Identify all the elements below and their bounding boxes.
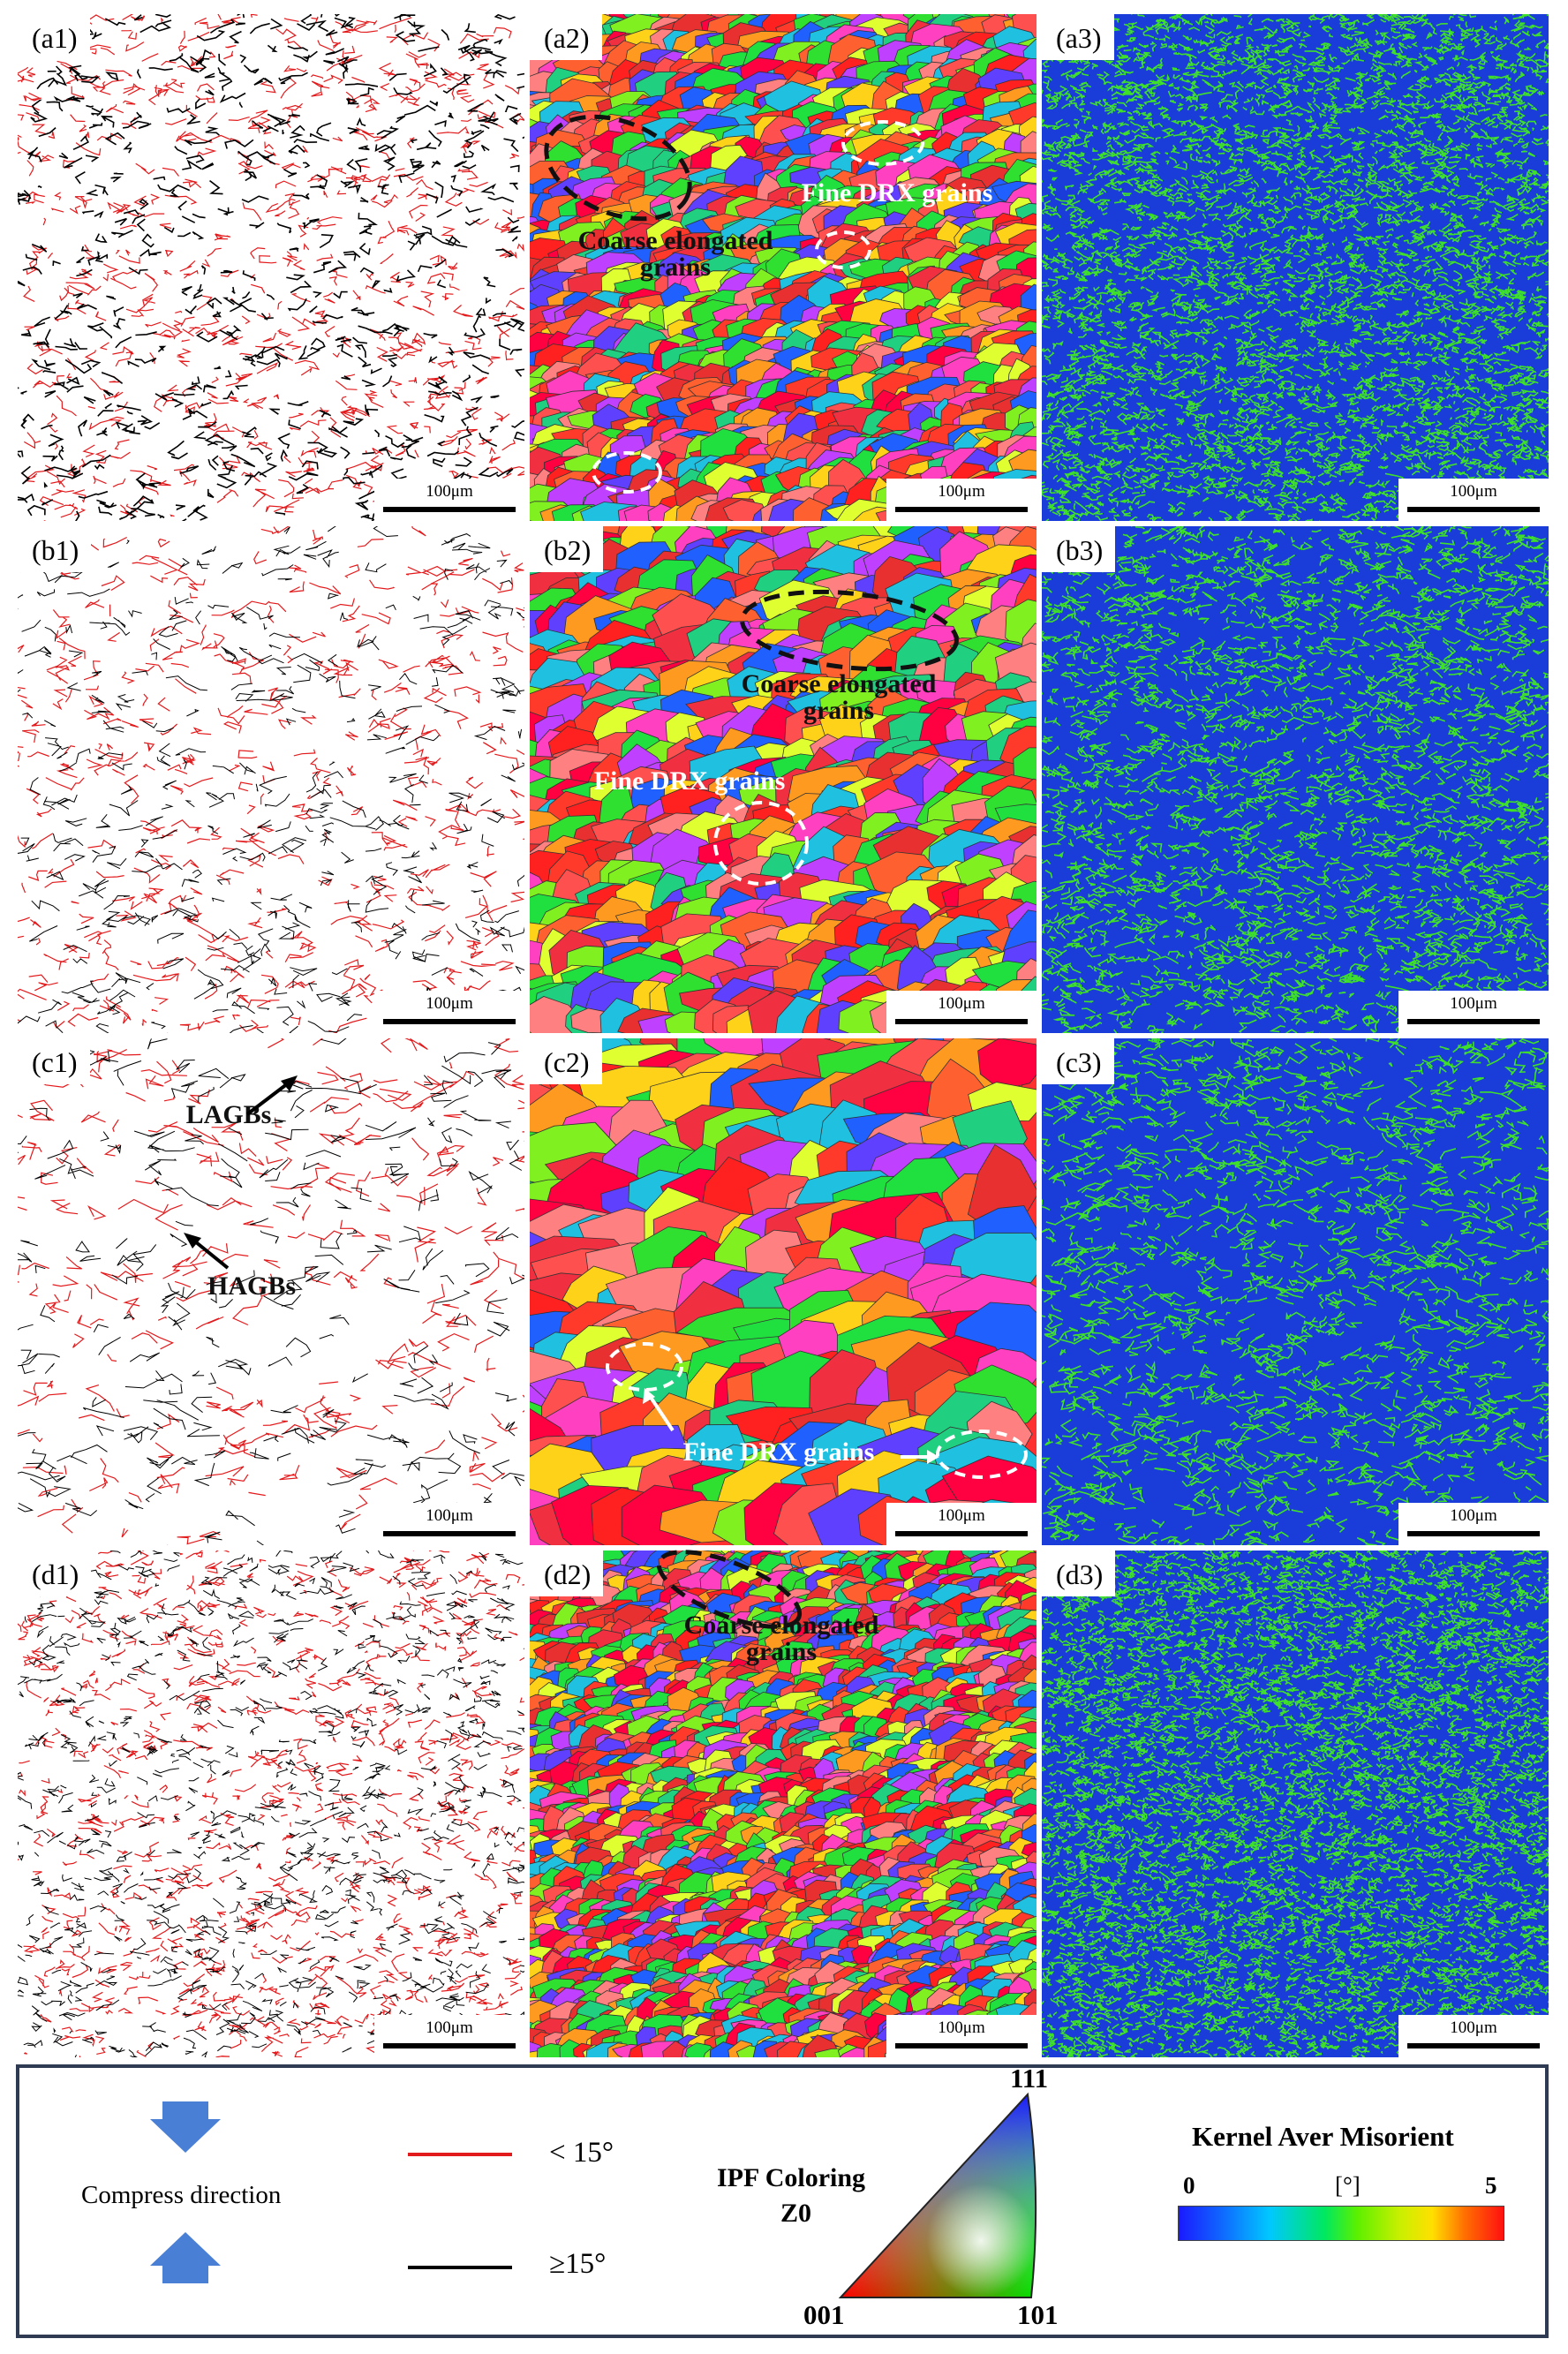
panel-d2: (d2) 100μm [530,1550,1037,2057]
scale-bar-text: 100μm [1450,1506,1497,1525]
annotation-hagbs: HAGBs [207,1271,297,1301]
ipf-corner-111: 111 [1010,2063,1049,2094]
kam-map-b3 [1042,526,1549,1033]
panel-b1: (b1) 100μm [18,526,524,1033]
hagb-line-swatch [408,2266,512,2269]
scale-bar-text: 100μm [1450,994,1497,1013]
scale-bar-text: 100μm [426,1506,473,1525]
panel-d3: (d3) 100μm [1042,1550,1549,2057]
compress-arrow-up-icon [150,2232,221,2283]
panel-a3: (a3) 100μm [1042,14,1549,521]
hagb-legend-label: ≥15° [549,2248,607,2280]
kam-unit-label: [°] [1335,2172,1361,2199]
annotation-fine-drx: Fine DRX grains [801,178,993,207]
panel-c1: (c1) 100μm [18,1038,524,1545]
panel-label: (c2) [530,1038,602,1084]
scale-bar: 100μm [886,2015,1037,2057]
scale-bar-text: 100μm [1450,2018,1497,2037]
scale-bar: 100μm [1398,1503,1549,1545]
lagb-legend-label: < 15° [549,2137,614,2169]
lagb-line-swatch [408,2153,512,2156]
panel-a1: (a1) 100μm [18,14,524,521]
panel-label: (c1) [18,1038,90,1084]
scale-bar-text: 100μm [426,2018,473,2037]
panel-c3: (c3) 100μm [1042,1038,1549,1545]
scale-bar-text: 100μm [938,2018,985,2037]
legend-box: Compress direction < 15° ≥15° IPF Colori… [16,2063,1549,2338]
ipf-corner-101: 101 [1017,2299,1059,2330]
kam-title: Kernel Aver Misorient [1192,2121,1454,2152]
ipf-subtitle: Z0 [780,2199,812,2228]
panel-label: (a1) [18,14,90,60]
ipf-map-a2 [530,14,1037,521]
panel-d1: (d1) 100μm [18,1550,524,2057]
kam-map-a3 [1042,14,1549,521]
ipf-triangle-key [838,2092,1037,2298]
kam-max-label: 5 [1485,2172,1497,2199]
annotation-coarse-grains: Coarse elongated grains [577,226,773,282]
compress-direction-label: Compress direction [81,2181,282,2209]
kam-map-d3 [1042,1550,1549,2057]
scale-bar: 100μm [374,2015,524,2057]
annotation-coarse-grains: Coarse elongated grains [683,1611,879,1666]
scale-bar: 100μm [374,1503,524,1545]
panel-a2: (a2) 100μm [530,14,1037,521]
panel-label: (b3) [1042,526,1116,572]
scale-bar: 100μm [1398,991,1549,1033]
annotation-fine-drx: Fine DRX grains [682,1437,875,1467]
annotation-lagbs: LAGBs [185,1100,272,1129]
panel-label: (b1) [18,526,92,572]
gb-map-c1 [18,1038,524,1545]
ipf-title: IPF Coloring [717,2163,866,2192]
annotation-fine-drx: Fine DRX grains [593,766,786,796]
panel-label: (c3) [1042,1038,1114,1084]
kam-colorbar [1178,2206,1504,2241]
scale-bar-text: 100μm [938,1506,985,1525]
scale-bar-text: 100μm [1450,482,1497,501]
ipf-map-d2 [530,1550,1037,2057]
scale-bar: 100μm [374,479,524,521]
scale-bar: 100μm [886,991,1037,1033]
scale-bar-text: 100μm [426,994,473,1013]
scale-bar: 100μm [886,479,1037,521]
scale-bar-text: 100μm [938,482,985,501]
ipf-map-c2 [530,1038,1037,1545]
scale-bar: 100μm [374,991,524,1033]
scale-bar-text: 100μm [426,482,473,501]
kam-min-label: 0 [1183,2172,1195,2199]
panel-label: (d1) [18,1550,92,1596]
gb-map-b1 [18,526,524,1033]
panel-c2: (c2) 100μm [530,1038,1037,1545]
compress-arrow-down-icon [150,2101,221,2153]
panel-label: (d2) [530,1550,604,1596]
panel-label: (d3) [1042,1550,1116,1596]
scale-bar: 100μm [1398,479,1549,521]
panel-label: (b2) [530,526,604,572]
panel-b3: (b3) 100μm [1042,526,1549,1033]
kam-map-c3 [1042,1038,1549,1545]
ipf-corner-001: 001 [803,2299,845,2330]
panel-label: (a3) [1042,14,1114,60]
scale-bar-text: 100μm [938,994,985,1013]
scale-bar: 100μm [886,1503,1037,1545]
gb-map-a1 [18,14,524,521]
annotation-coarse-grains: Coarse elongated grains [741,669,937,725]
panel-label: (a2) [530,14,602,60]
gb-map-d1 [18,1550,524,2057]
scale-bar: 100μm [1398,2015,1549,2057]
